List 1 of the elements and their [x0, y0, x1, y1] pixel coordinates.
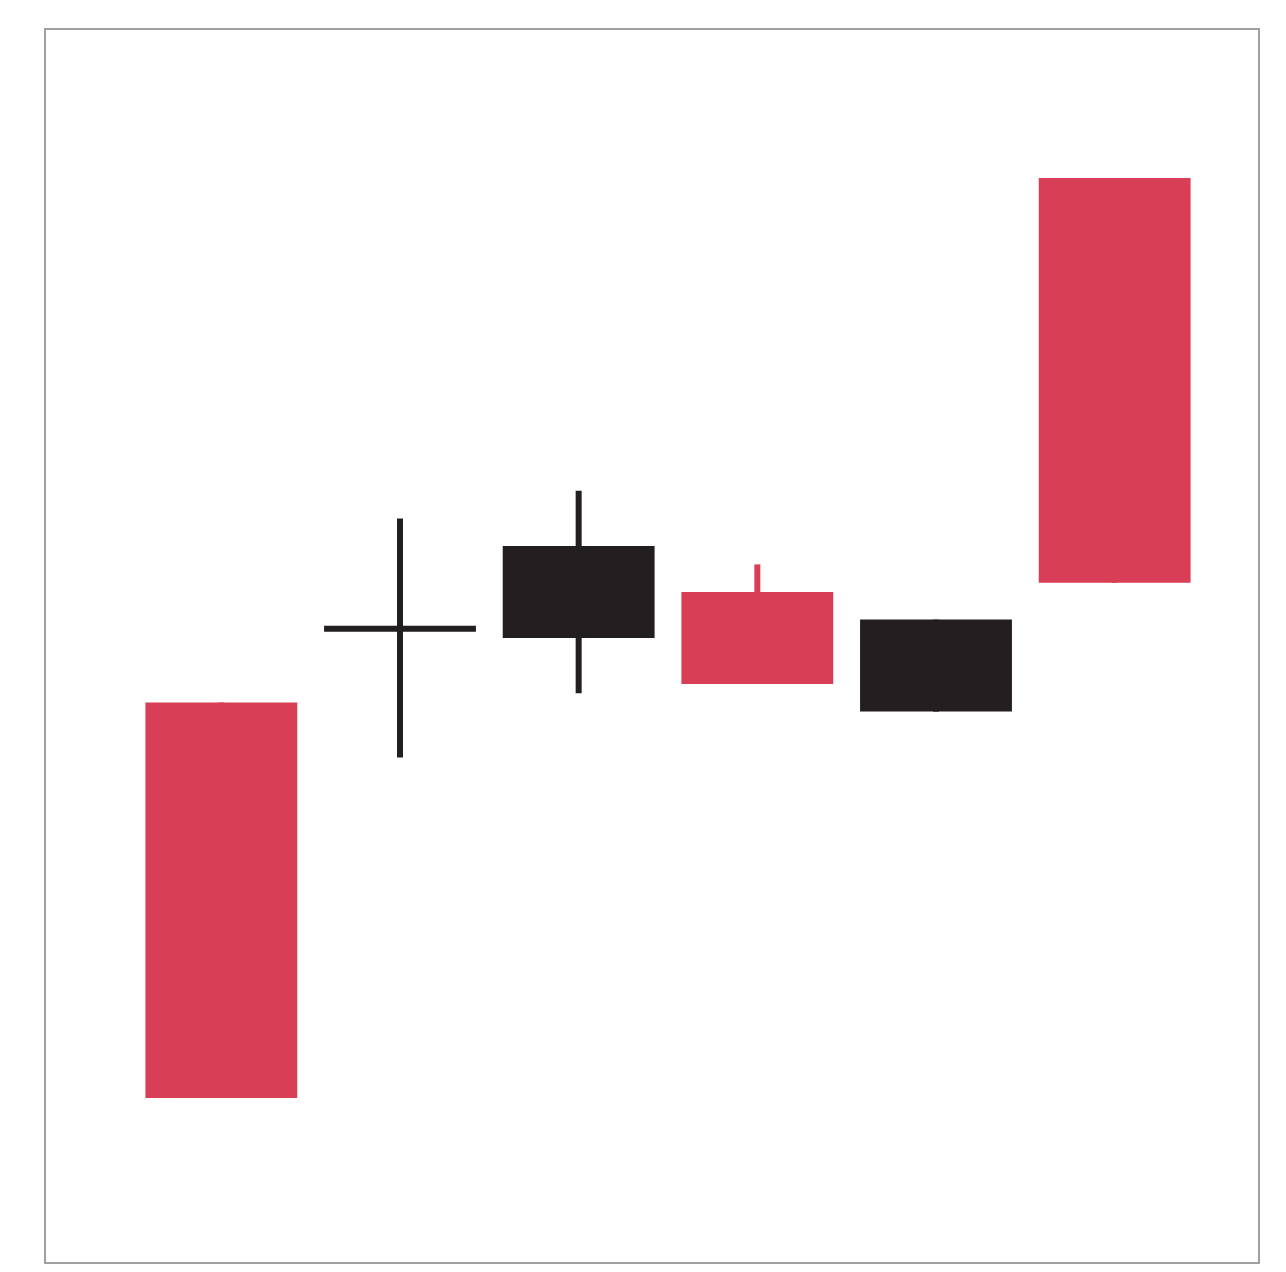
candlestick — [324, 518, 476, 758]
